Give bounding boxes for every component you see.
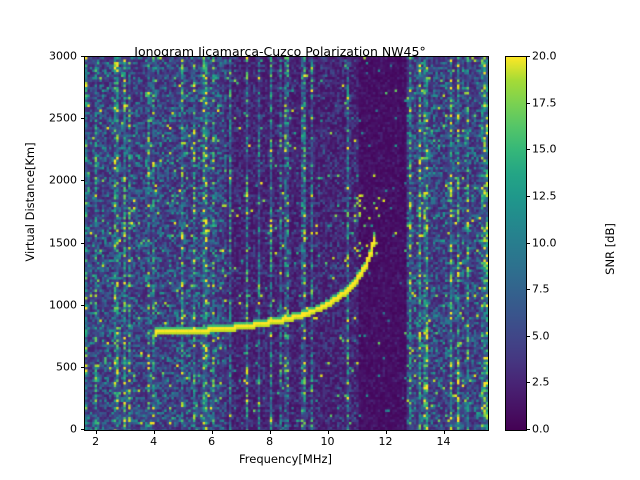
- x-tick-label: 10: [320, 435, 335, 448]
- y-tick-label: 1000: [49, 298, 77, 312]
- colorbar-tick-label: 12.5: [532, 189, 557, 203]
- colorbar-tick-mark: [526, 56, 530, 57]
- x-tick-label: 8: [266, 435, 274, 448]
- x-tick-label: 4: [150, 435, 158, 448]
- colorbar-tick-label: 2.5: [532, 375, 550, 389]
- y-tick-label: 2500: [49, 111, 77, 125]
- chart-title-line1: Ionogram Jicamarca-Cuzco Polarization NW…: [134, 44, 426, 59]
- y-tick-mark: [80, 180, 84, 182]
- x-tick-label: 14: [436, 435, 451, 448]
- colorbar-tick-mark: [526, 382, 530, 384]
- x-tick-label: 2: [92, 435, 100, 448]
- x-tick-mark: [95, 430, 97, 434]
- colorbar-tick-mark: [526, 242, 530, 244]
- y-tick-label: 3000: [49, 49, 77, 63]
- y-tick-mark: [80, 242, 84, 244]
- y-tick-mark: [80, 118, 84, 120]
- x-tick-mark: [385, 430, 387, 434]
- y-axis-label: Virtual Distance[Km]: [23, 142, 37, 262]
- y-tick-mark: [80, 304, 84, 306]
- x-axis-label: Frequency[MHz]: [239, 452, 332, 466]
- y-tick-label: 0: [70, 422, 77, 436]
- y-tick-label: 500: [56, 360, 77, 374]
- colorbar-tick-mark: [526, 102, 530, 104]
- colorbar-tick-label: 17.5: [532, 96, 557, 110]
- y-tick-mark: [80, 56, 84, 57]
- colorbar-tick-label: 5.0: [532, 329, 550, 343]
- colorbar-tick-label: 7.5: [532, 282, 550, 296]
- x-tick-label: 12: [378, 435, 393, 448]
- colorbar-label: SNR [dB]: [603, 223, 617, 275]
- x-tick-mark: [153, 430, 155, 434]
- y-tick-label: 2000: [49, 173, 77, 187]
- colorbar-tick-mark: [526, 335, 530, 337]
- colorbar-tick-mark: [526, 289, 530, 291]
- x-tick-mark: [269, 430, 271, 434]
- colorbar-tick-mark: [526, 195, 530, 197]
- colorbar-tick-label: 20.0: [532, 49, 557, 63]
- ionogram-plot-area: [84, 56, 489, 431]
- colorbar-tick-mark: [526, 429, 530, 430]
- colorbar-tick-label: 15.0: [532, 142, 557, 156]
- ionogram-heatmap: [85, 57, 488, 430]
- snr-colorbar: [505, 56, 527, 431]
- colorbar-tick-label: 0.0: [532, 422, 550, 436]
- x-tick-mark: [327, 430, 329, 434]
- x-tick-label: 6: [208, 435, 216, 448]
- x-tick-mark: [443, 430, 445, 434]
- y-tick-label: 1500: [49, 236, 77, 249]
- x-tick-mark: [211, 430, 213, 434]
- y-tick-mark: [80, 366, 84, 368]
- colorbar-tick-label: 10.0: [532, 236, 557, 249]
- colorbar-tick-mark: [526, 149, 530, 151]
- y-tick-mark: [80, 429, 84, 430]
